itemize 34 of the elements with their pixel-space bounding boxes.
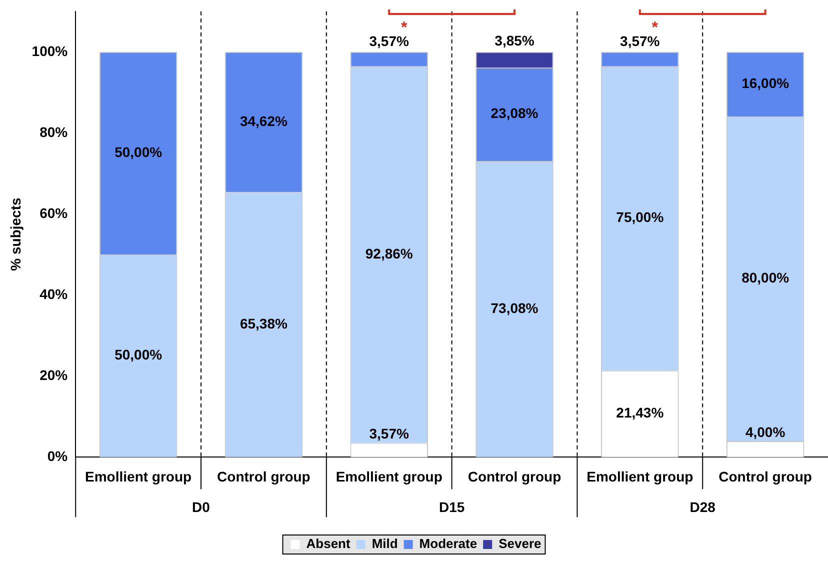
legend-label: Moderate [419, 536, 478, 552]
legend-label: Absent [306, 536, 351, 552]
text: D15 [438, 499, 465, 516]
x-tick-label: Control group [468, 468, 562, 484]
legend-label: Severe [498, 536, 542, 552]
x-tick-label: Control group [718, 468, 812, 484]
y-axis-title: % subjects [7, 198, 24, 271]
data-label: 21,43% [616, 404, 664, 421]
data-label: 92,86% [365, 245, 414, 262]
data-label: 50,00% [114, 144, 163, 160]
data-label: 34,62% [240, 112, 288, 129]
data-label: 50,00% [114, 346, 163, 363]
text: D0 [192, 499, 210, 516]
y-tick-label: 20% [40, 367, 68, 384]
x-tick-label: Emollient group [586, 468, 694, 484]
y-tick-label: 80% [40, 124, 68, 140]
data-label: 80,00% [742, 270, 790, 286]
x-tick-label: Emollient group [85, 468, 192, 484]
y-tick-label: 60% [40, 204, 68, 221]
data-label: 65,38% [240, 316, 288, 332]
y-tick-label: 40% [40, 286, 68, 302]
y-tick-label: 100% [32, 42, 68, 59]
x-tick-label: Emollient group [336, 468, 442, 484]
x-tick-label: Control group [217, 468, 310, 484]
legend-label: Mild [372, 536, 398, 552]
data-label: 3,85% [494, 32, 535, 49]
data-label: 3,57% [369, 426, 410, 442]
data-label: 4,00% [745, 424, 786, 440]
data-label: 75,00% [616, 209, 664, 226]
data-label: 73,08% [490, 300, 539, 316]
data-label: 23,08% [490, 105, 539, 122]
data-label: 16,00% [742, 75, 790, 92]
text: D28 [690, 499, 716, 516]
y-tick-label: 0% [47, 448, 68, 464]
